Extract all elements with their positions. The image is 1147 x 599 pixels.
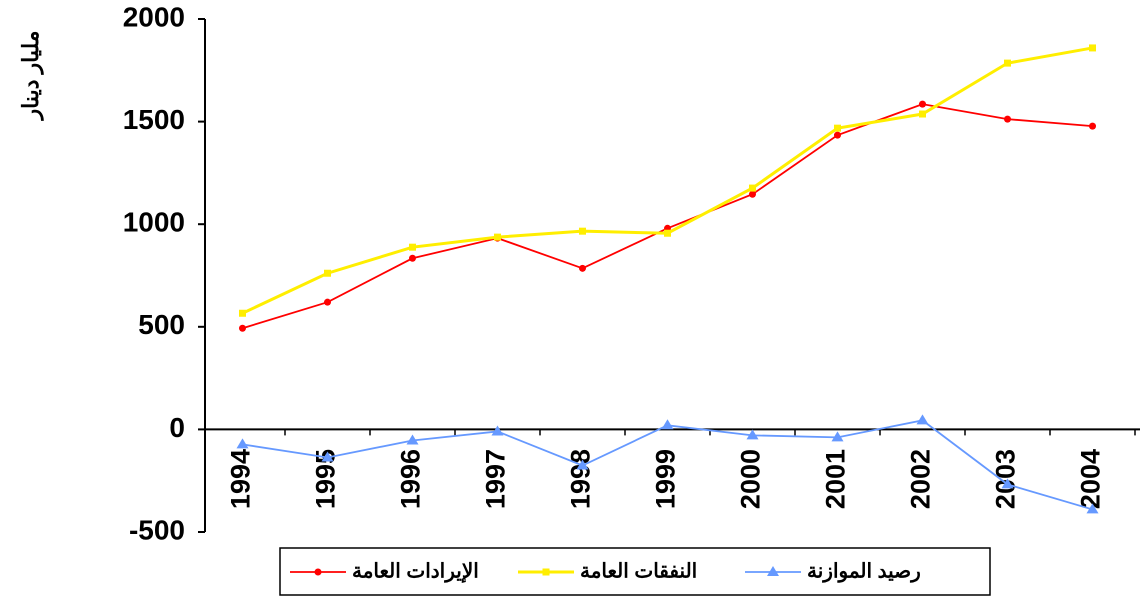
data-point — [579, 227, 586, 235]
data-point — [236, 438, 249, 449]
legend-marker — [542, 568, 550, 576]
data-point — [1004, 115, 1011, 123]
data-point — [406, 434, 419, 445]
data-point — [746, 429, 759, 440]
data-point — [661, 419, 674, 430]
data-point — [919, 110, 926, 118]
legend-label: النفقات العامة — [580, 560, 697, 582]
x-tick-label: 2003 — [991, 449, 1021, 509]
y-tick-label: 2000 — [123, 1, 185, 32]
data-point — [916, 414, 929, 425]
data-point — [1086, 503, 1099, 514]
y-tick-label: 500 — [138, 309, 185, 340]
data-point — [1089, 122, 1096, 130]
data-point — [834, 131, 841, 139]
data-point — [491, 425, 504, 436]
data-point — [239, 324, 246, 332]
y-tick-label: 1000 — [123, 207, 185, 238]
x-tick-label: 2001 — [821, 449, 851, 509]
x-tick-label: 2002 — [906, 449, 936, 509]
data-point — [324, 298, 331, 306]
legend-label: الإيرادات العامة — [352, 560, 479, 583]
data-point — [664, 229, 671, 237]
legend-label: رصيد الموازنة — [807, 560, 921, 583]
x-tick-label: 1997 — [481, 449, 511, 509]
data-point — [831, 431, 844, 442]
data-point — [834, 124, 841, 132]
data-point — [579, 264, 586, 272]
legend-box — [279, 547, 991, 596]
series-line — [241, 46, 1093, 315]
data-point — [494, 233, 501, 241]
data-point — [919, 100, 926, 108]
y-tick-label: -500 — [129, 514, 185, 545]
x-tick-label: 1999 — [651, 449, 681, 509]
series-line — [242, 103, 1093, 330]
data-point — [749, 184, 756, 192]
x-tick-label: 1996 — [396, 449, 426, 509]
x-tick-label: 1994 — [226, 449, 256, 509]
x-tick-label: 2004 — [1076, 449, 1106, 509]
data-point — [1001, 478, 1014, 489]
data-point — [324, 269, 331, 277]
data-point — [409, 243, 416, 251]
data-point — [239, 309, 246, 317]
data-point — [1004, 59, 1011, 67]
data-point — [576, 459, 589, 470]
data-point — [321, 451, 334, 462]
data-point — [409, 254, 416, 262]
data-point — [1089, 44, 1096, 52]
legend-marker — [767, 566, 779, 576]
y-tick-label: 0 — [169, 412, 185, 443]
y-axis-title: مليار دينار — [18, 30, 44, 121]
data-point — [749, 190, 756, 198]
y-tick-label: 1500 — [123, 104, 185, 135]
x-tick-label: 2000 — [736, 449, 766, 509]
legend-marker — [314, 568, 322, 576]
x-tick-label: 1998 — [566, 449, 596, 509]
